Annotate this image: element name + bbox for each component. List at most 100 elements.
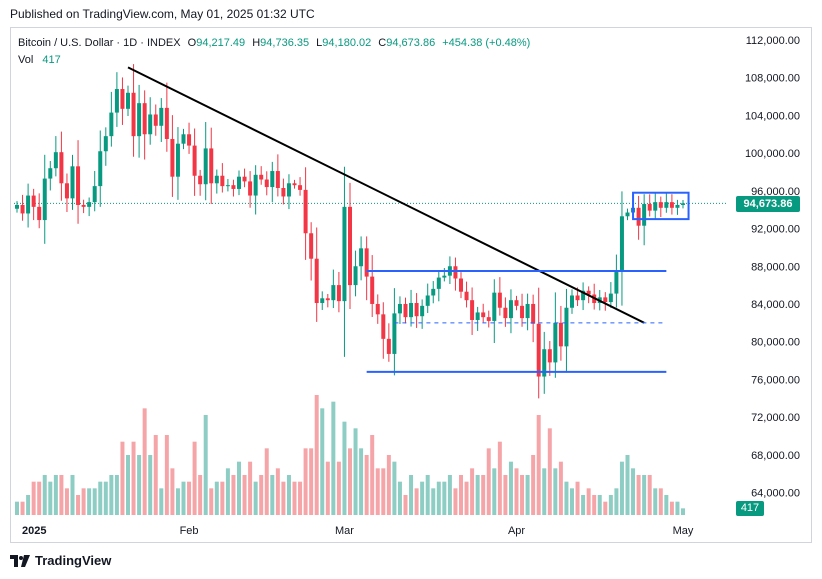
candle-body [675, 204, 680, 208]
volume-bar [353, 428, 358, 515]
volume-bar [436, 481, 441, 515]
volume-bar [397, 481, 402, 515]
volume-bar [259, 475, 264, 515]
volume-bar [542, 468, 547, 515]
volume-bar [281, 481, 286, 515]
volume-bar [547, 428, 552, 515]
candle-body [181, 134, 186, 144]
chart-legend: Bitcoin / U.S. Dollar · 1D · INDEX O94,2… [18, 35, 530, 68]
volume-bar [386, 455, 391, 515]
volume-bar [459, 475, 463, 515]
volume-bar [20, 501, 25, 515]
candle-body [109, 112, 114, 137]
candle-body [625, 212, 630, 217]
candle-body [397, 303, 402, 314]
candle-body [131, 92, 136, 137]
candle-body [198, 175, 203, 185]
candle-body [153, 114, 158, 126]
volume-bar [192, 441, 197, 515]
candle-body [48, 168, 53, 179]
high-value: 94,736.35 [260, 37, 310, 49]
downtrend-line [127, 66, 645, 324]
candle-body [264, 179, 269, 188]
candle-body [531, 303, 536, 324]
candle-body [87, 202, 92, 207]
close-value: 94,673.86 [386, 37, 436, 49]
volume-bar [175, 488, 180, 515]
volume-bar [81, 488, 86, 515]
candle-body [76, 166, 81, 205]
volume-bar [414, 488, 419, 515]
candle-body [508, 300, 513, 319]
volume-bar [114, 475, 119, 515]
close-label: C [378, 37, 387, 49]
volume-bar [503, 475, 508, 515]
volume-bar [603, 501, 608, 515]
volume-bar [303, 448, 308, 515]
volume-bar [681, 508, 685, 515]
volume-bar [59, 475, 64, 515]
volume-bar [314, 395, 319, 515]
candle-body [681, 203, 685, 205]
volume-bar [348, 448, 352, 515]
candle-body [653, 202, 658, 211]
candle-body [608, 293, 613, 303]
high-label: H [252, 37, 261, 49]
tradingview-footer[interactable]: TradingView [10, 553, 111, 568]
volume-bar [153, 435, 158, 515]
volume-bar [575, 481, 580, 515]
volume-bar [292, 481, 297, 515]
volume-bar [381, 468, 386, 515]
candle-body [120, 89, 125, 109]
candle-body [142, 103, 147, 135]
last-volume-badge: 417 [736, 501, 764, 516]
low-value: 94,180.02 [322, 37, 372, 49]
candle-body [586, 290, 591, 295]
volume-bar [231, 475, 236, 515]
volume-bar [570, 488, 574, 515]
volume-bar [103, 481, 108, 515]
volume-bar [137, 455, 142, 515]
candle-body [192, 145, 197, 176]
y-tick-label: 88,000.00 [751, 261, 800, 273]
x-tick-label: Feb [180, 525, 199, 537]
volume-bar [403, 495, 408, 515]
candle-body [353, 266, 358, 286]
candle-body [381, 314, 386, 339]
candle-body [486, 317, 491, 321]
volume-bar [619, 461, 624, 515]
volume-bar [558, 461, 563, 515]
candle-body [453, 266, 458, 279]
candle-body [231, 185, 236, 189]
volume-bar [564, 481, 569, 515]
candle-body [242, 176, 247, 182]
volume-bar [264, 448, 269, 515]
volume-bar [442, 481, 447, 515]
candle-body [220, 175, 225, 187]
volume-bar [531, 455, 536, 515]
volume-bar [497, 441, 502, 515]
volume-bar [248, 461, 253, 515]
volume-bar [342, 421, 347, 515]
volume-bar [159, 488, 164, 515]
volume-label: Vol [18, 54, 34, 66]
candle-body [570, 295, 574, 308]
volume-bar [669, 501, 674, 515]
candle-body [542, 349, 547, 377]
candle-body [137, 103, 142, 137]
candle-body [442, 275, 447, 278]
volume-bar [425, 475, 430, 515]
volume-bar [225, 468, 230, 515]
y-tick-label: 92,000.00 [751, 224, 800, 236]
y-tick-label: 72,000.00 [751, 412, 800, 424]
volume-bar [525, 475, 530, 515]
candle-body [15, 204, 19, 209]
open-label: O [187, 37, 197, 49]
candle-body [203, 148, 208, 185]
candle-body [214, 175, 219, 184]
volume-bar [253, 481, 258, 515]
candle-body [614, 270, 619, 294]
candle-body [525, 303, 530, 319]
candle-body [470, 300, 475, 320]
